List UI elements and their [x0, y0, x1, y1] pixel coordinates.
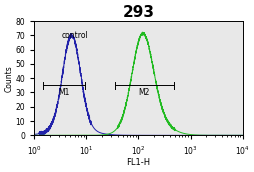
Y-axis label: Counts: Counts [5, 65, 14, 92]
Text: control: control [61, 31, 88, 40]
Text: M1: M1 [58, 88, 70, 97]
Title: 293: 293 [122, 5, 154, 20]
X-axis label: FL1-H: FL1-H [126, 158, 150, 167]
Text: M2: M2 [138, 88, 149, 97]
